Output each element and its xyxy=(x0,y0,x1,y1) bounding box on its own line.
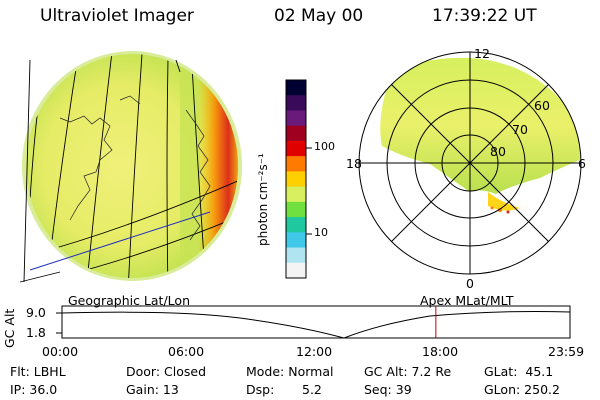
lat-label-80: 80 xyxy=(490,144,506,159)
status-seq: Seq: 39 xyxy=(364,382,412,397)
altitude-curve xyxy=(61,311,571,339)
earth-image xyxy=(19,51,242,283)
instrument-title: Ultraviolet Imager xyxy=(40,6,194,26)
colorbar-band xyxy=(286,186,306,203)
orbit-right-title: Apex MLat/MLT xyxy=(420,293,514,308)
color-scale xyxy=(285,79,312,279)
mlt-label-12: 12 xyxy=(474,46,490,61)
colorbar-tick-10: 10 xyxy=(314,226,328,239)
colorbar-band xyxy=(286,125,306,142)
status-mode: Mode: Normal xyxy=(246,364,334,379)
orbit-left-title: Geographic Lat/Lon xyxy=(68,293,190,308)
orbit-xtick-1200: 12:00 xyxy=(296,344,333,359)
colorbar-band xyxy=(286,201,306,218)
status-door: Door: Closed xyxy=(126,364,207,379)
status-gc-alt: GC Alt: 7.2 Re xyxy=(364,364,452,379)
colorbar-band xyxy=(286,232,306,249)
lat-label-60: 60 xyxy=(534,98,550,113)
orbit-xtick-0600: 06:00 xyxy=(168,344,205,359)
status-ip: IP: 36.0 xyxy=(10,382,58,397)
colorbar-band xyxy=(286,140,306,157)
status-glat: GLat: 45.1 xyxy=(484,364,554,379)
status-filter: Flt: LBHL xyxy=(10,364,66,379)
colorbar-band xyxy=(286,156,306,172)
orbit-ytick-9: 9.0 xyxy=(26,305,46,320)
colorbar-tick-100: 100 xyxy=(314,140,335,153)
colorbar-unit-label: photon cm⁻²s⁻¹ xyxy=(256,153,270,246)
coastline xyxy=(59,95,211,241)
time-label: 17:39:22 UT xyxy=(432,6,537,26)
colorbar-band xyxy=(286,171,306,188)
orbit-xtick-2359: 23:59 xyxy=(548,344,585,359)
status-dsp-value: 5.2 xyxy=(302,382,322,397)
colorbar-band xyxy=(286,247,306,264)
orbit-ylabel: GC Alt xyxy=(2,308,17,348)
date-label: 02 May 00 xyxy=(274,6,364,26)
mlt-label-6: 6 xyxy=(578,156,586,171)
orbit-plot xyxy=(56,305,571,339)
status-gain: Gain: 13 xyxy=(126,382,179,397)
status-glon: GLon: 250.2 xyxy=(484,382,560,397)
colorbar-band xyxy=(286,80,306,96)
colorbar-band xyxy=(286,110,306,127)
polar-plot xyxy=(358,51,582,275)
status-dsp-label: Dsp: xyxy=(246,382,275,397)
mlt-label-0: 0 xyxy=(466,276,474,291)
lat-label-70: 70 xyxy=(512,122,528,137)
orbit-xtick-1800: 18:00 xyxy=(422,344,459,359)
colorbar-band xyxy=(286,95,306,111)
orbit-ytick-1.8: 1.8 xyxy=(26,325,46,340)
mlt-label-18: 18 xyxy=(346,156,362,171)
orbit-xtick-0000: 00:00 xyxy=(42,344,79,359)
colorbar-band xyxy=(286,262,306,279)
colorbar-band xyxy=(286,217,306,233)
